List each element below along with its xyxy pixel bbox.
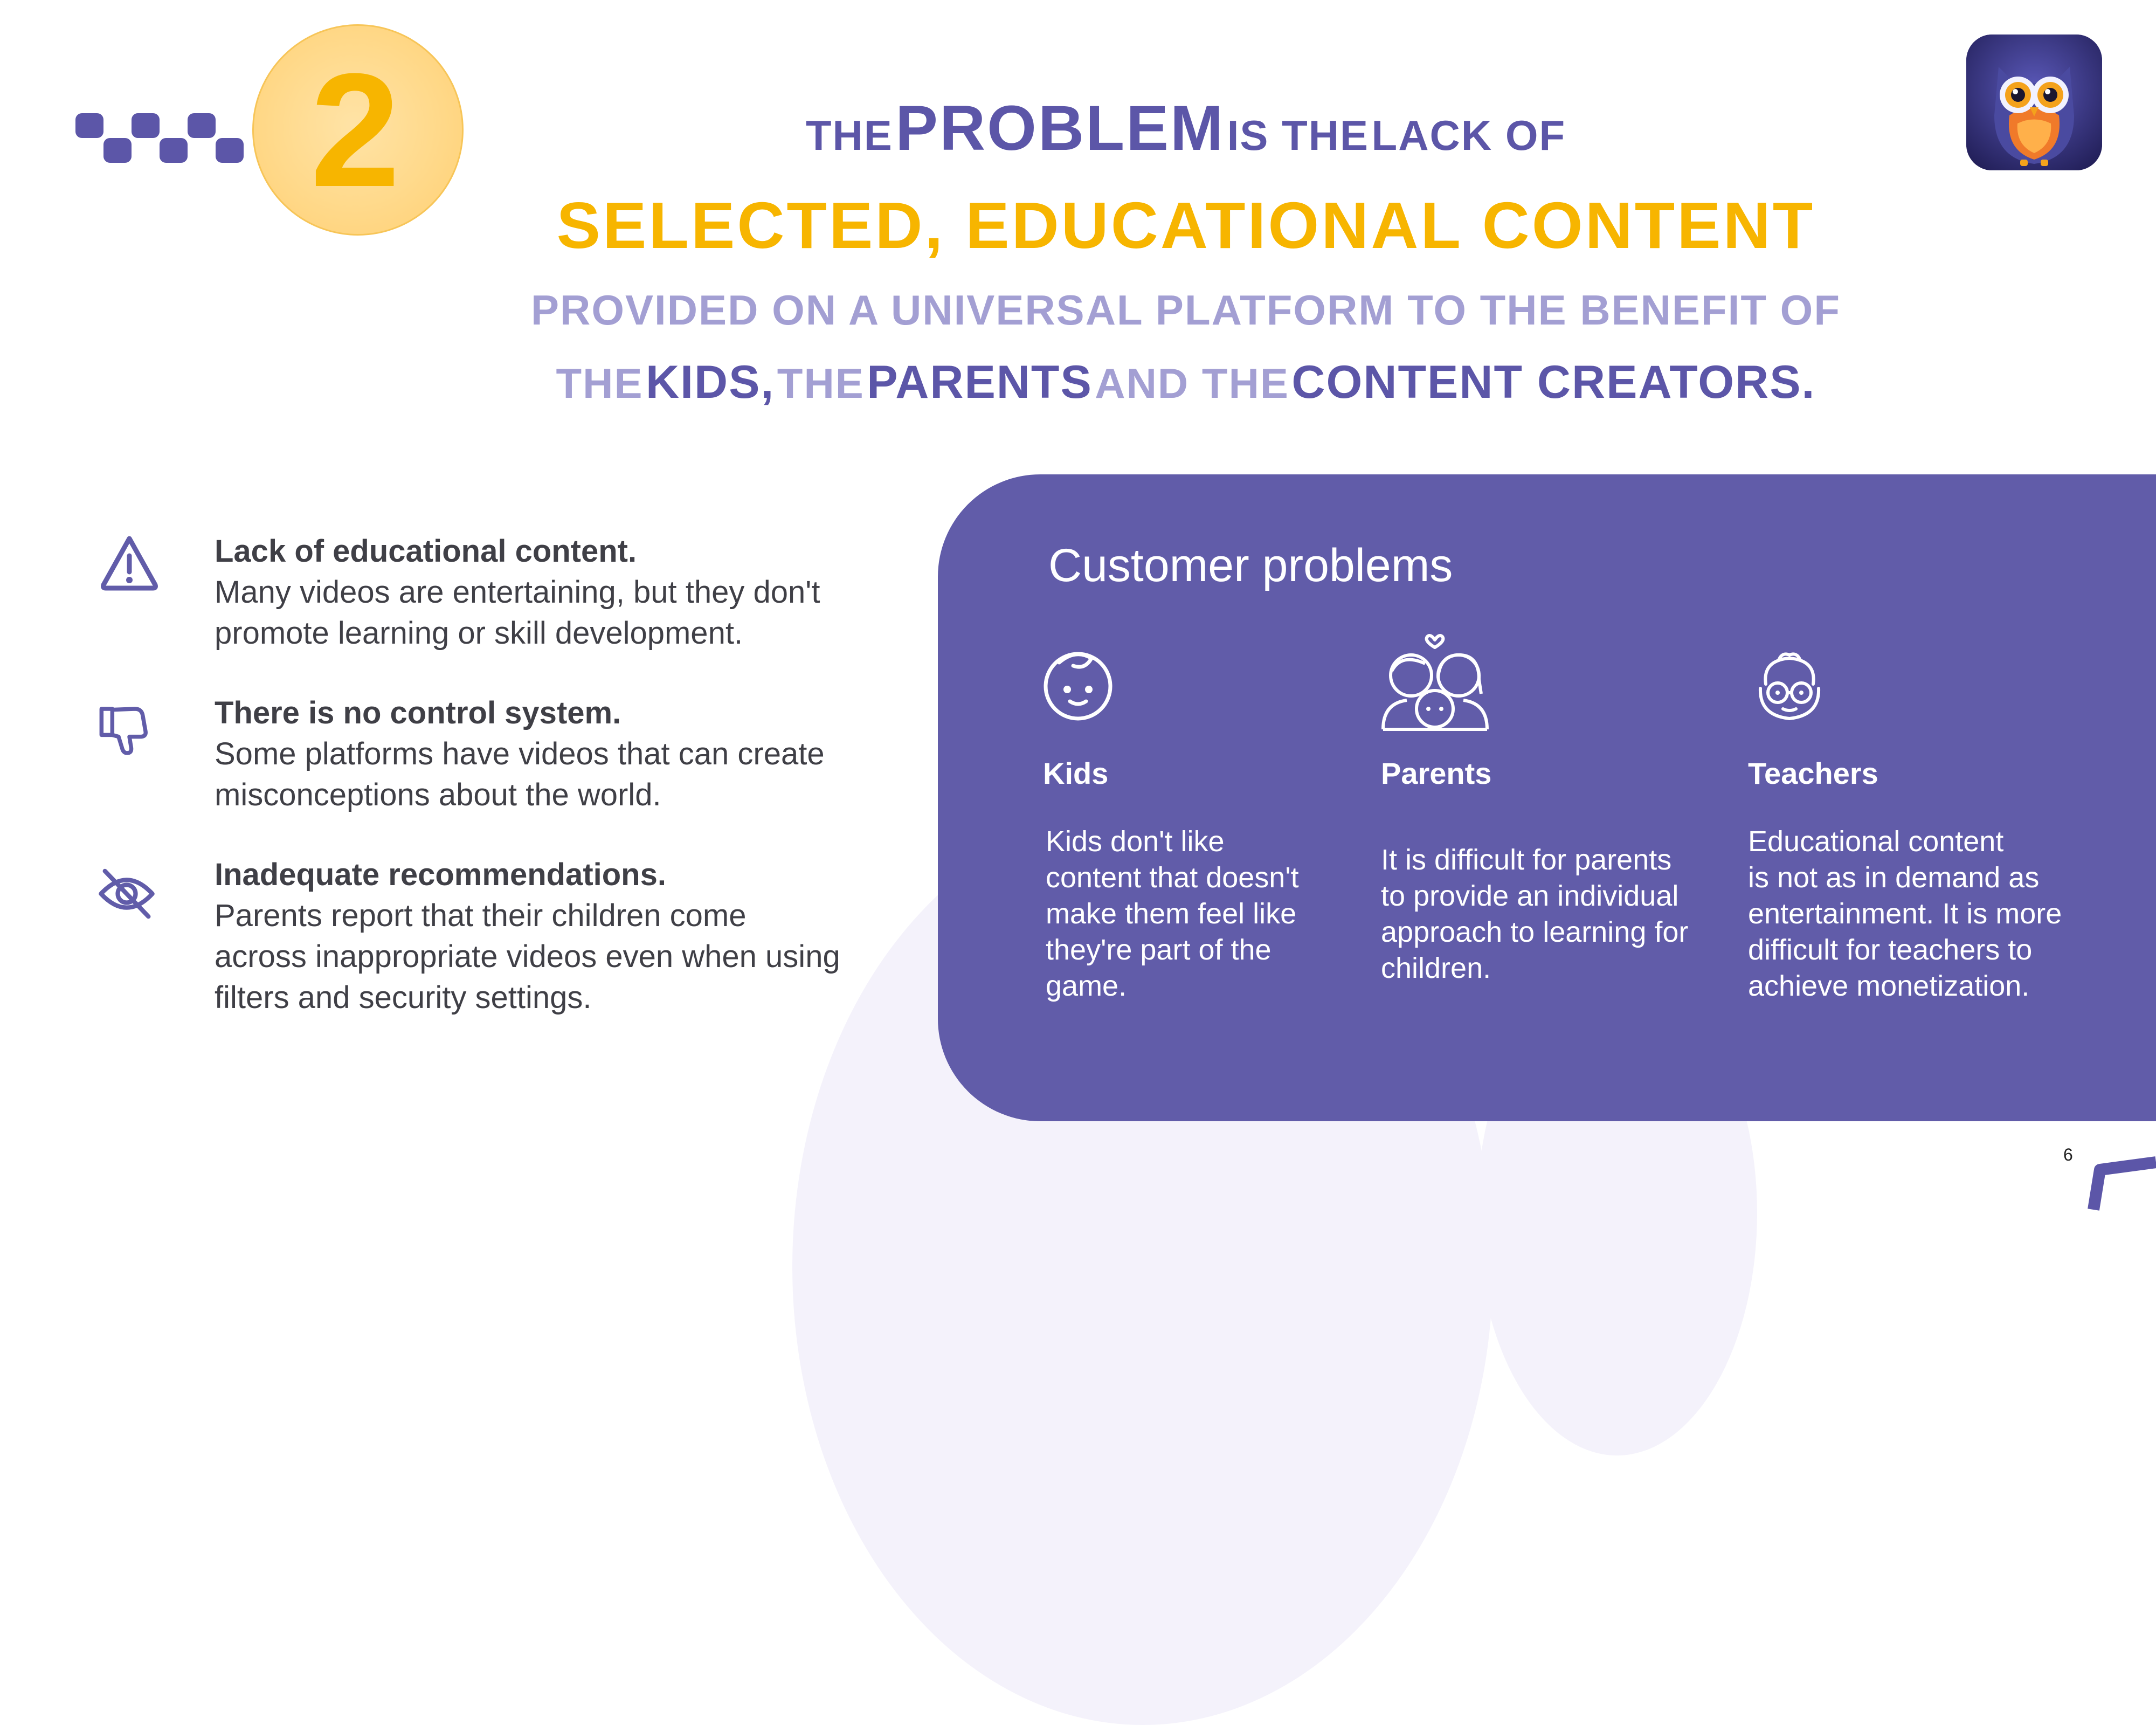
desc-line: approach to learning for	[1381, 916, 1689, 948]
problem-description-line: misconceptions about the world.	[215, 777, 661, 812]
problem-description-line: Many videos are entertaining, but they d…	[215, 575, 820, 610]
customer-problems-title: Customer problems	[1048, 540, 1453, 591]
teacher-glasses-icon	[1758, 652, 1821, 721]
desc-line: difficult for teachers to	[1748, 934, 2033, 966]
customer-col-title-parents: Parents	[1381, 756, 1492, 790]
desc-line: content that doesn't	[1046, 861, 1299, 894]
headline-word-the-2: THE	[777, 360, 865, 407]
eye-off-icon	[99, 868, 155, 919]
desc-line: to provide an individual	[1381, 880, 1679, 912]
headline-word-content-creators: CONTENT CREATORS.	[1291, 356, 1816, 408]
headline-word-is-the: IS THE	[1227, 112, 1370, 159]
problem-description-line: Parents report that their children come	[215, 898, 747, 933]
problem-title: Lack of educational content.	[215, 534, 637, 569]
headline-word-problem: PROBLEM	[895, 93, 1225, 164]
owl-logo	[1966, 34, 2102, 170]
thumbs-down-icon	[99, 707, 148, 755]
desc-line: is not as in demand as	[1748, 861, 2040, 894]
desc-line: Kids don't like	[1046, 825, 1225, 858]
customer-problems-panel	[938, 474, 2156, 1121]
headline-line-4: THE KIDS, THE PARENTS AND THE CONTENT CR…	[377, 356, 1994, 409]
customer-col-desc-teachers: Educational content is not as in demand …	[1748, 824, 2062, 1004]
customer-col-title-kids: Kids	[1043, 756, 1109, 790]
problem-description-line: promote learning or skill development.	[215, 616, 743, 651]
headline-word-lack-of: LACK OF	[1371, 112, 1566, 159]
headline-word-the: THE	[805, 112, 893, 159]
desc-line: they're part of the	[1046, 934, 1272, 966]
problem-title: There is no control system.	[215, 695, 621, 730]
corner-decoration-icon	[2088, 1156, 2156, 1211]
desc-line: Educational content	[1748, 825, 2004, 858]
kid-face-icon	[1044, 652, 1112, 721]
problem-description-line: Some platforms have videos that can crea…	[215, 736, 825, 771]
desc-line: It is difficult for parents	[1381, 844, 1672, 876]
owl-logo-icon	[1966, 34, 2102, 170]
problem-item-1: Lack of educational content. Many videos…	[97, 531, 884, 660]
problem-description-line: across inappropriate videos even when us…	[215, 939, 840, 974]
desc-line: entertainment. It is more	[1748, 898, 2062, 930]
customer-col-desc-kids: Kids don't like content that doesn't mak…	[1046, 824, 1299, 1004]
headline-word-the-1: THE	[556, 360, 644, 407]
headline-line-1: THE PROBLEM IS THE LACK OF	[377, 92, 1994, 167]
desc-line: achieve monetization.	[1748, 970, 2030, 1002]
desc-line: make them feel like	[1046, 898, 1297, 930]
headline-word-parents: PARENTS	[867, 356, 1093, 408]
headline-line-2: SELECTED, EDUCATIONAL CONTENT	[556, 189, 1815, 262]
section-number: 2	[310, 39, 400, 220]
warning-triangle-icon	[101, 536, 158, 591]
problem-description-line: filters and security settings.	[215, 980, 592, 1015]
desc-line: game.	[1046, 970, 1127, 1002]
section-number-badge: 2	[252, 24, 464, 236]
page-number: 6	[2063, 1145, 2073, 1164]
desc-line: children.	[1381, 952, 1491, 984]
headline-word-kids: KIDS,	[645, 356, 775, 408]
customer-col-title-teachers: Teachers	[1748, 756, 1878, 790]
headline-word-and-the: AND THE	[1095, 360, 1289, 407]
family-icon	[1381, 634, 1489, 731]
headline-line-3: PROVIDED ON A UNIVERSAL PLATFORM TO THE …	[531, 286, 1841, 334]
customer-col-desc-parents: It is difficult for parents to provide a…	[1381, 842, 1688, 986]
pixel-dots-decoration	[75, 113, 244, 163]
problem-title: Inadequate recommendations.	[215, 857, 666, 892]
problem-item-2: There is no control system. Some platfor…	[97, 693, 884, 822]
problem-item-3: Inadequate recommendations. Parents repo…	[97, 854, 884, 1027]
